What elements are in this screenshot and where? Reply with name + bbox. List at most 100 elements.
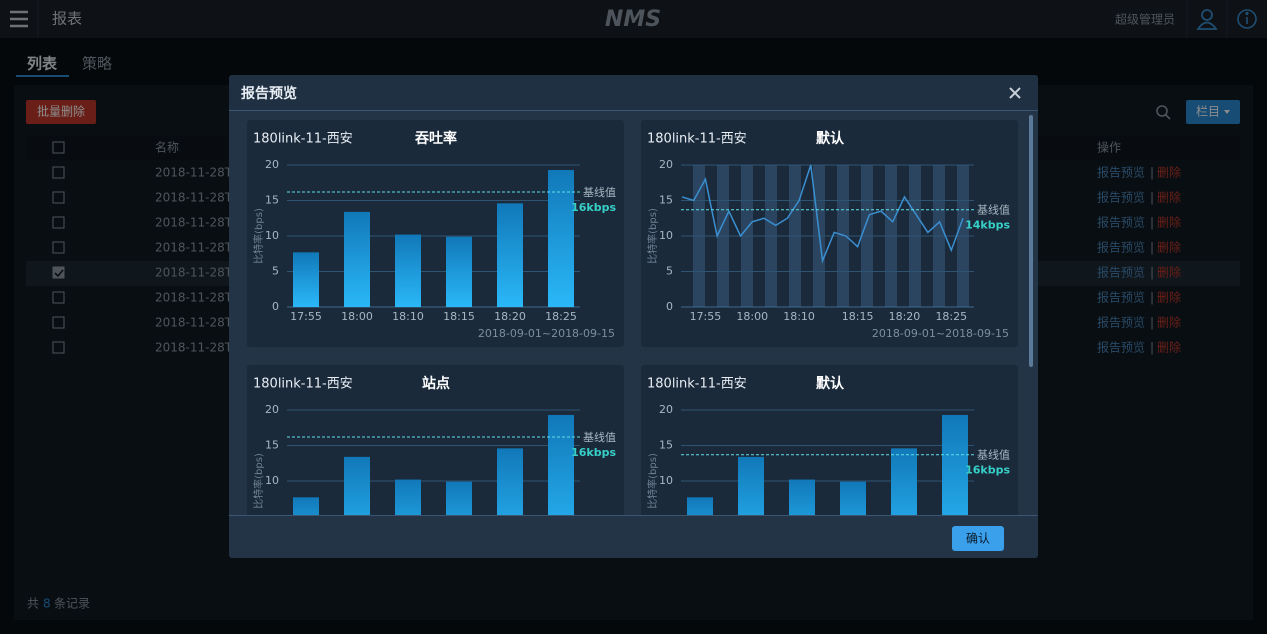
bar [942,414,968,515]
checkbox[interactable] [52,141,65,154]
row-name: 2018-11-28T [155,316,233,330]
y-tick-label: 0 [666,300,673,313]
x-tick-label: 18:00 [341,310,373,323]
bar [548,414,574,515]
scrollbar[interactable] [1029,115,1033,367]
record-count: 8 [43,597,51,611]
search-icon[interactable] [1156,105,1171,120]
preview-link[interactable]: 报告预览 [1097,315,1145,330]
bar [840,481,866,515]
checkbox[interactable] [52,291,65,304]
menu-icon[interactable] [10,10,28,28]
checkbox[interactable] [52,316,65,329]
y-tick-label: 10 [659,229,673,242]
chart-source: 180link-11-西安 [253,377,353,392]
baseline-label: 基线值 [583,430,616,444]
button-label: 批量删除 [37,104,85,119]
delete-link[interactable]: 删除 [1157,240,1181,255]
row-name: 2018-11-28T [155,266,233,280]
modal-header [229,75,1038,110]
separator: | [1150,341,1154,355]
x-tick-label: 18:10 [783,310,815,323]
checkbox[interactable] [52,266,65,279]
delete-link[interactable]: 删除 [1157,190,1181,205]
preview-link[interactable]: 报告预览 [1097,265,1145,280]
y-tick-label: 10 [265,474,279,487]
baseline-note: 16kbps [965,464,1010,477]
bar [497,203,523,307]
delete-link[interactable]: 删除 [1157,290,1181,305]
info-icon[interactable] [1237,9,1257,29]
chart-source: 180link-11-西安 [647,132,747,147]
date-range: 2018-09-01~2018-09-15 [478,327,615,340]
preview-link[interactable]: 报告预览 [1097,340,1145,355]
checkbox[interactable] [52,216,65,229]
separator: | [1150,291,1154,305]
y-tick-label: 20 [265,403,279,416]
tab[interactable]: 列表 [27,55,58,73]
modal-title: 报告预览 [241,85,297,102]
bar [344,456,370,515]
baseline-label: 基线值 [977,203,1010,217]
column-header: 操作 [1097,140,1121,155]
checkbox[interactable] [52,191,65,204]
preview-link[interactable]: 报告预览 [1097,165,1145,180]
tab-underline [16,75,69,77]
x-tick-label: 18:15 [443,310,475,323]
delete-link[interactable]: 删除 [1157,340,1181,355]
x-tick-label: 18:20 [494,310,526,323]
y-tick-label: 15 [265,194,279,207]
row-name: 2018-11-28T [155,166,233,180]
chart-title: 默认 [816,375,845,392]
delete-link[interactable]: 删除 [1157,265,1181,280]
row-name: 2018-11-28T [155,191,233,205]
bar [446,481,472,515]
card-bg [641,365,1018,515]
y-tick-label: 10 [265,229,279,242]
bar [497,448,523,515]
x-tick-label: 18:00 [736,310,768,323]
y-axis-label: 比特率(bps) [252,453,265,509]
columns-button[interactable] [1186,100,1240,124]
preview-link[interactable]: 报告预览 [1097,215,1145,230]
user-icon[interactable] [1196,9,1218,30]
confirm-button[interactable] [952,526,1004,551]
delete-link[interactable]: 删除 [1157,215,1181,230]
bar [293,497,319,515]
preview-link[interactable]: 报告预览 [1097,240,1145,255]
close-button[interactable] [1009,87,1021,99]
preview-link[interactable]: 报告预览 [1097,190,1145,205]
y-tick-label: 15 [659,439,673,452]
checkbox[interactable] [52,341,65,354]
user-name[interactable]: 超级管理员 [1115,12,1175,27]
y-tick-label: 10 [659,474,673,487]
checkbox[interactable] [52,166,65,179]
y-tick-label: 15 [659,194,673,207]
separator: | [1150,241,1154,255]
delete-link[interactable]: 删除 [1157,165,1181,180]
x-tick-label: 18:25 [935,310,967,323]
card-bg [641,120,1018,347]
y-tick-label: 20 [659,403,673,416]
chart-source: 180link-11-西安 [647,377,747,392]
bar [395,234,421,307]
y-tick-label: 5 [666,265,673,278]
preview-link[interactable]: 报告预览 [1097,290,1145,305]
row-name: 2018-11-28T [155,216,233,230]
delete-link[interactable]: 删除 [1157,315,1181,330]
bar [344,211,370,307]
tab[interactable]: 策略 [82,55,112,73]
card-bg [247,365,624,515]
bar [395,479,421,515]
y-tick-label: 15 [265,439,279,452]
bar [548,169,574,307]
x-tick-label: 18:25 [545,310,577,323]
batch-delete-button[interactable] [26,100,96,124]
y-axis-label: 比特率(bps) [646,208,659,264]
checkbox[interactable] [52,241,65,254]
topbar [0,0,1267,38]
